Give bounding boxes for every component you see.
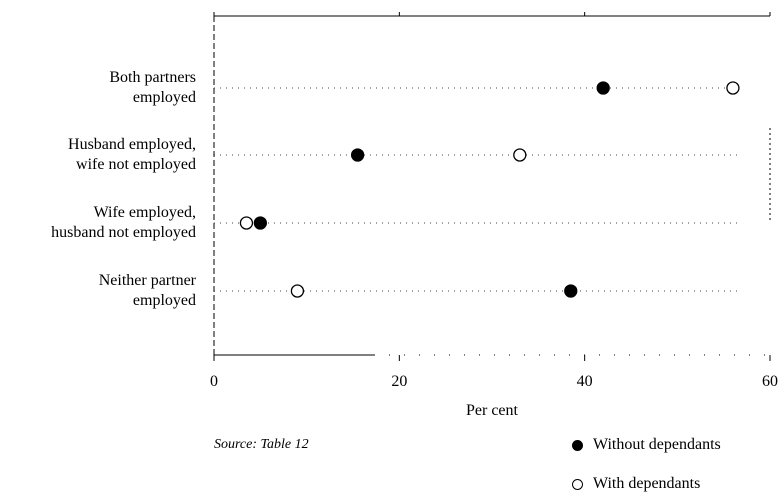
legend-item-without-dependants: Without dependants <box>572 436 721 454</box>
x-tick-label-40: 40 <box>577 373 593 390</box>
data-points <box>239 81 740 298</box>
source-note: Source: Table 12 <box>214 437 309 452</box>
open-circle-icon <box>572 478 583 490</box>
filled-circle-icon <box>572 439 583 451</box>
point-without-dependants-3 <box>253 216 267 230</box>
x-tick-label-60: 60 <box>762 373 778 390</box>
x-tick-label-0: 0 <box>210 373 218 390</box>
point-with-dependants-4 <box>290 284 305 298</box>
x-tick-labels: 0 20 40 60 <box>210 373 778 390</box>
category-label-3: Wife employed, husband not employed <box>51 204 196 241</box>
category-label-1: Both partners employed <box>109 69 196 106</box>
legend-label-without: Without dependants <box>593 436 721 453</box>
category-label-2: Husband employed, wife not employed <box>68 136 196 173</box>
point-with-dependants-3 <box>239 216 254 230</box>
legend-item-with-dependants: With dependants <box>572 475 700 493</box>
chart-gridlines <box>214 87 740 292</box>
point-without-dependants-2 <box>350 148 365 162</box>
point-without-dependants-4 <box>564 284 578 298</box>
category-labels: Both partners employed Husband employed, wi… <box>51 69 197 309</box>
chart-axes <box>213 12 771 361</box>
point-without-dependants-1 <box>596 81 610 95</box>
legend-label-with: With dependants <box>593 475 701 492</box>
x-axis-title: Per cent <box>466 402 519 419</box>
point-with-dependants-1 <box>726 81 740 95</box>
category-label-4: Neither partner employed <box>99 272 197 309</box>
point-with-dependants-2 <box>513 148 527 162</box>
x-tick-label-20: 20 <box>391 373 407 390</box>
